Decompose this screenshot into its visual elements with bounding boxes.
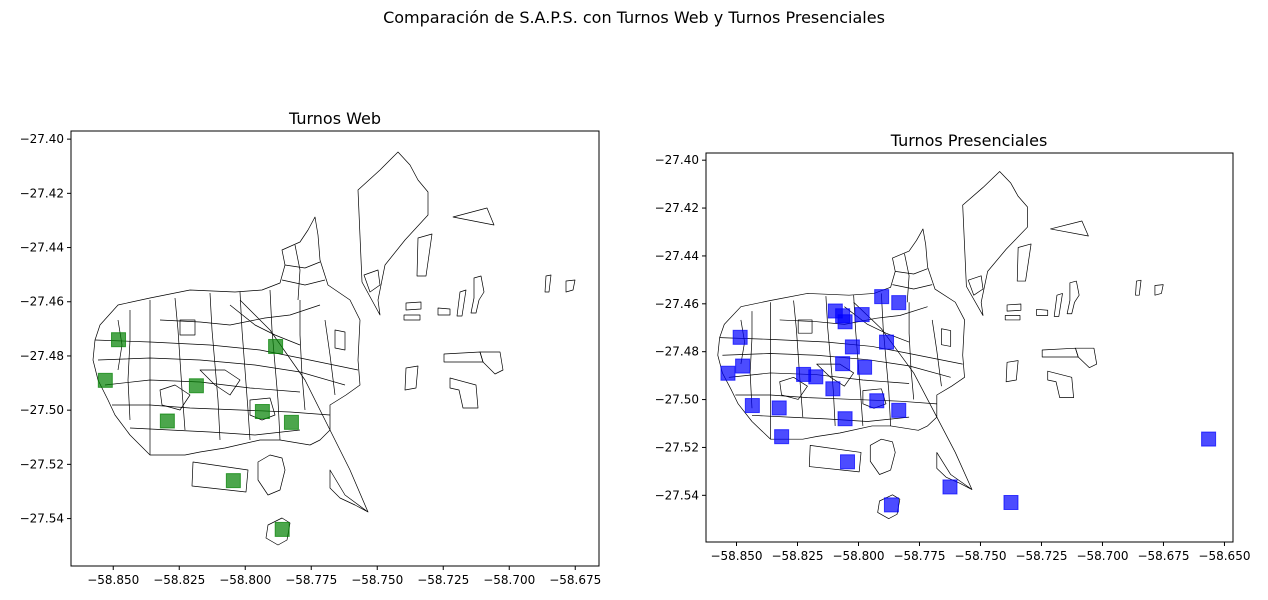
turnos-presenciales-title: Turnos Presenciales [890,131,1048,150]
y-tick-label: −27.52 [655,440,699,454]
turnos-presenciales-marker [809,370,823,384]
turnos-presenciales-marker [845,340,859,354]
turnos-presenciales-marker [733,330,747,344]
turnos-web-marker [98,373,112,387]
x-tick-label: −58.825 [153,573,205,587]
turnos-web-marker [255,405,269,419]
y-tick-label: −27.52 [20,457,64,471]
turnos-web-marker [112,333,126,347]
turnos-presenciales-marker [838,315,852,329]
x-tick-label: −58.800 [219,573,271,587]
turnos-web-marker [284,415,298,429]
x-tick-label: −58.700 [1076,549,1128,563]
turnos-presenciales-marker [858,360,872,374]
turnos-web-neighborhood-map [93,152,575,545]
y-tick-label: −27.54 [655,488,699,502]
turnos-presenciales-marker [775,430,789,444]
y-tick-label: −27.46 [20,295,64,309]
turnos-presenciales-marker [855,308,869,322]
turnos-presenciales-marker [745,399,759,413]
turnos-presenciales-marker [870,394,884,408]
x-tick-label: −58.850 [710,549,762,563]
x-tick-label: −58.750 [351,573,403,587]
y-tick-label: −27.48 [20,349,64,363]
x-tick-label: −58.725 [1015,549,1067,563]
x-tick-label: −58.725 [417,573,469,587]
turnos-presenciales-marker [1004,496,1018,510]
y-tick-label: −27.40 [655,153,699,167]
turnos-web-y-axis: −27.40 −27.42 −27.44 −27.46 −27.48 −27.50 −27.… [20,132,71,525]
turnos-web-marker [226,474,240,488]
y-tick-label: −27.50 [655,393,699,407]
x-tick-label: −58.650 [1198,549,1250,563]
turnos-presenciales-marker [826,382,840,396]
x-tick-label: −58.825 [771,549,823,563]
y-tick-label: −27.46 [655,297,699,311]
y-tick-label: −27.40 [20,132,64,146]
turnos-presenciales-marker [875,290,889,304]
turnos-web-marker [160,414,174,428]
turnos-presenciales-marker [841,455,855,469]
x-tick-label: −58.675 [1137,549,1189,563]
turnos-presenciales-marker [836,357,850,371]
x-tick-label: −58.775 [893,549,945,563]
y-tick-label: −27.50 [20,403,64,417]
turnos-web-chart: Turnos Web [0,0,634,600]
turnos-presenciales-chart: Turnos Presenciales [634,0,1268,600]
x-tick-label: −58.750 [954,549,1006,563]
turnos-presenciales-marker [943,480,957,494]
turnos-web-title: Turnos Web [288,109,381,128]
turnos-presenciales-marker [772,401,786,415]
turnos-presenciales-x-axis: −58.850 −58.825 −58.800 −58.775 −58.750 −58.7… [710,542,1250,563]
turnos-presenciales-marker [736,359,750,373]
turnos-presenciales-marker [1202,432,1216,446]
x-tick-label: −58.775 [285,573,337,587]
y-tick-label: −27.42 [655,201,699,215]
turnos-presenciales-marker [721,366,735,380]
y-tick-label: −27.48 [655,345,699,359]
turnos-presenciales-marker [884,498,898,512]
turnos-presenciales-marker [892,296,906,310]
turnos-presenciales-y-axis: −27.40 −27.42 −27.44 −27.46 −27.48 −27.50 −27.… [655,153,706,502]
y-tick-label: −27.54 [20,512,64,526]
y-tick-label: −27.44 [655,249,699,263]
turnos-presenciales-neighborhood-map [718,172,1163,519]
turnos-presenciales-marker [880,335,894,349]
turnos-presenciales-markers [721,290,1216,512]
turnos-web-marker [275,522,289,536]
x-tick-label: −58.800 [832,549,884,563]
x-tick-label: −58.700 [483,573,535,587]
x-tick-label: −58.850 [87,573,139,587]
y-tick-label: −27.44 [20,241,64,255]
turnos-web-markers [98,333,298,537]
turnos-web-marker [189,379,203,393]
y-tick-label: −27.42 [20,186,64,200]
turnos-web-x-axis: −58.850 −58.825 −58.800 −58.775 −58.750 −58.7… [87,566,601,587]
turnos-presenciales-marker [892,403,906,417]
turnos-web-marker [269,339,283,353]
turnos-presenciales-marker [838,412,852,426]
x-tick-label: −58.675 [549,573,601,587]
